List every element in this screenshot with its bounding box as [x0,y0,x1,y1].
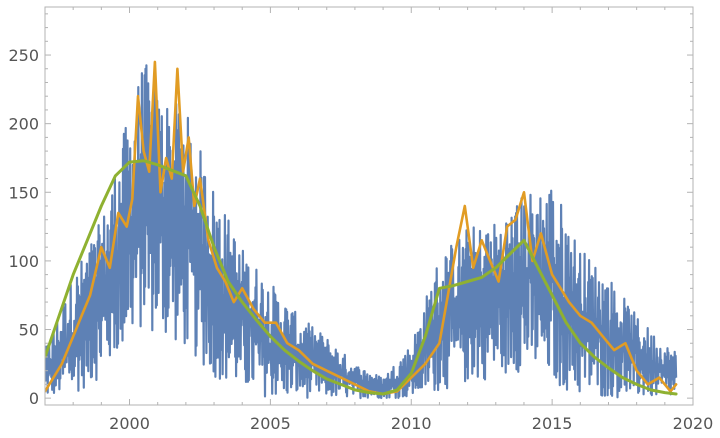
x-axis: 2000 2005 2010 2015 2020 [44,7,714,433]
y-tick-label: 0 [29,389,39,408]
y-tick-label: 100 [8,252,39,271]
x-tick-label: 2015 [532,414,573,433]
series-line-smoothed [45,159,678,396]
series-line-monthly [45,60,678,396]
x-tick-label: 2000 [109,414,150,433]
x-tick-label: 2005 [250,414,291,433]
y-tick-label: 200 [8,115,39,134]
x-tick-label: 2020 [673,414,714,433]
y-tick-label: 150 [8,183,39,202]
x-tick-label: 2010 [391,414,432,433]
y-tick-label: 50 [19,321,39,340]
series-layer [45,60,678,400]
y-axis: 0 50 100 150 200 250 [8,13,693,408]
y-tick-label: 250 [8,46,39,65]
